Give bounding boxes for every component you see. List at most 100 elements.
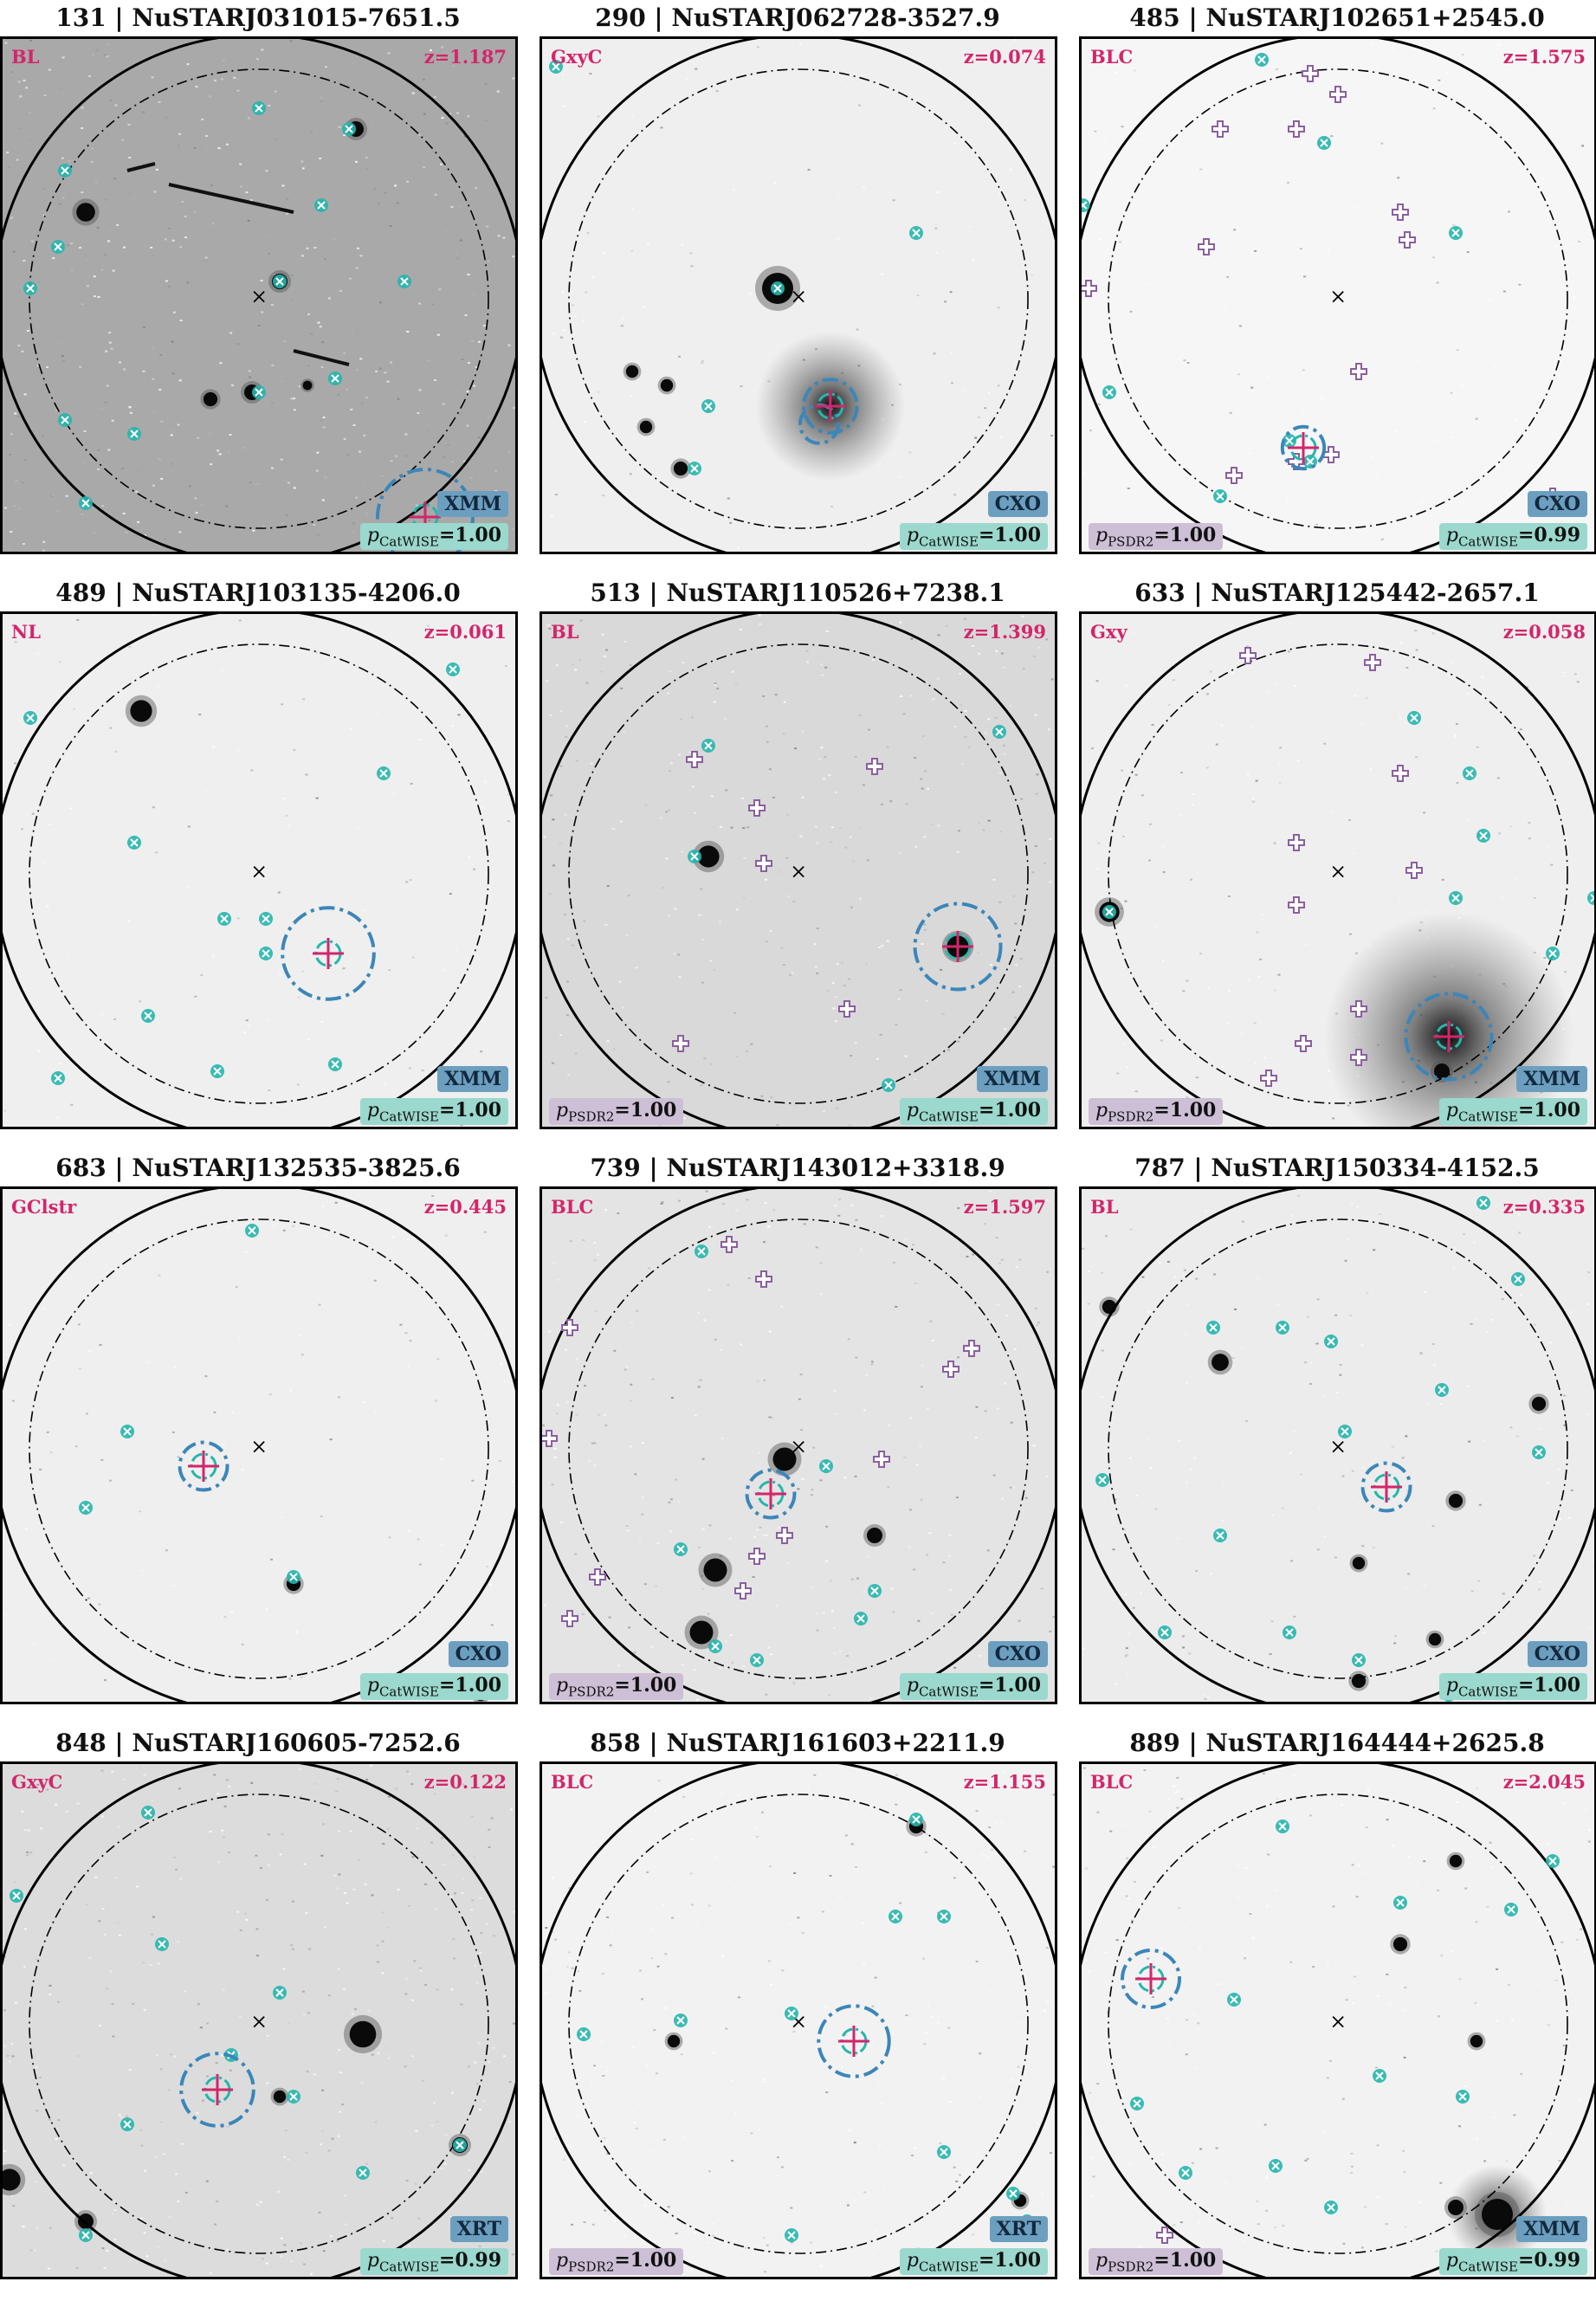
cutout-panel-5: 513 | NuSTARJ110526+7238.1 BL z=1.399 XM…	[540, 575, 1056, 1151]
psdr2-prob-symbol: p	[556, 1675, 568, 1697]
psdr2-prob-value: =1.00	[1153, 1099, 1216, 1121]
catwise-source-icon	[1393, 1896, 1407, 1910]
cutout-panel-7: 683 | NuSTARJ132535-3825.6 GClstr z=0.44…	[0, 1150, 516, 1726]
catwise-prob-symbol: p	[367, 1675, 379, 1697]
sky-image	[1082, 614, 1594, 1127]
catwise-source-icon	[909, 1813, 923, 1826]
catwise-source-icon	[51, 240, 65, 254]
catwise-prob-value: =1.00	[979, 1099, 1041, 1121]
sky-cutout: GxyC z=0.074 CXO pCatWISE=1.00	[540, 36, 1057, 554]
classification-label: Gxy	[1090, 621, 1128, 643]
redshift-label: z=0.058	[1503, 621, 1586, 643]
sky-image	[1082, 1764, 1594, 2277]
sky-cutout: BLC z=1.575 CXO pPSDR2=1.00 pCatWISE=0.9…	[1079, 36, 1596, 554]
catwise-prob-symbol: p	[367, 2250, 379, 2272]
catwise-prob-value: =1.00	[979, 524, 1041, 546]
catwise-source-icon	[1213, 1529, 1227, 1542]
panel-title: 131 | NuSTARJ031015-7651.5	[0, 0, 516, 36]
redshift-label: z=0.335	[1503, 1196, 1586, 1218]
catwise-source-icon	[688, 462, 701, 475]
catwise-source-icon	[1338, 1425, 1352, 1438]
psdr2-prob-symbol: p	[556, 1100, 568, 1121]
catwise-prob-value: =1.00	[439, 1674, 501, 1697]
catwise-source-icon	[674, 1542, 688, 1556]
catwise-source-icon	[1006, 2187, 1020, 2201]
catwise-source-icon	[127, 427, 141, 441]
cutout-panel-11: 858 | NuSTARJ161603+2211.9 BLC z=1.155 X…	[540, 1725, 1056, 2301]
catwise-prob-value: =1.00	[1518, 1099, 1580, 1121]
catwise-prob-sub: CatWISE	[919, 1684, 979, 1699]
panel-title: 485 | NuSTARJ102651+2545.0	[1079, 0, 1595, 36]
instrument-badge: XMM	[437, 491, 508, 517]
catwise-source-icon	[785, 2228, 798, 2242]
catwise-source-icon	[259, 912, 273, 926]
instrument-badge: CXO	[1528, 1641, 1587, 1667]
catwise-source-icon	[1227, 1993, 1241, 2007]
catwise-source-icon	[58, 413, 72, 427]
cutout-panel-2: 290 | NuSTARJ062728-3527.9 GxyC z=0.074 …	[540, 0, 1056, 576]
psdr2-prob-value: =1.00	[614, 2249, 676, 2272]
classification-label: BL	[551, 621, 579, 643]
sky-cutout: GxyC z=0.122 XRT pCatWISE=0.99	[0, 1761, 518, 2279]
catwise-prob-symbol: p	[907, 2250, 919, 2272]
catwise-prob-value: =1.00	[979, 2249, 1041, 2272]
catwise-source-icon	[992, 725, 1006, 739]
catwise-source-icon	[1179, 2166, 1192, 2180]
catwise-prob-sub: CatWISE	[379, 2259, 439, 2274]
psdr2-probability: pPSDR2=1.00	[549, 2248, 683, 2275]
catwise-source-icon	[1324, 2201, 1338, 2214]
catwise-source-icon	[356, 2166, 370, 2180]
catwise-prob-value: =1.00	[1518, 1674, 1580, 1697]
catwise-source-icon	[701, 739, 715, 753]
sky-image	[3, 1764, 515, 2277]
catwise-source-icon	[314, 198, 328, 212]
cutout-panel-10: 848 | NuSTARJ160605-7252.6 GxyC z=0.122 …	[0, 1725, 516, 2301]
sky-image	[542, 39, 1055, 552]
catwise-source-icon	[328, 372, 342, 385]
catwise-probability: pCatWISE=0.99	[1439, 523, 1587, 550]
instrument-badge: XRT	[450, 2216, 508, 2242]
catwise-probability: pCatWISE=1.00	[360, 1098, 508, 1125]
instrument-badge: XMM	[437, 1066, 508, 1092]
catwise-source-icon	[51, 1071, 65, 1085]
sky-cutout: Gxy z=0.058 XMM pPSDR2=1.00 pCatWISE=1.0…	[1079, 611, 1596, 1129]
catwise-source-icon	[1095, 1473, 1109, 1487]
catwise-source-icon	[577, 2027, 591, 2041]
cutout-panel-12: 889 | NuSTARJ164444+2625.8 BLC z=2.045 X…	[1079, 1725, 1595, 2301]
catwise-source-icon	[1130, 2097, 1144, 2110]
catwise-source-icon	[819, 1459, 833, 1473]
catwise-source-icon	[120, 2117, 134, 2131]
redshift-label: z=0.061	[424, 621, 507, 643]
instrument-badge: XMM	[1516, 2216, 1587, 2242]
redshift-label: z=1.155	[964, 1771, 1046, 1793]
sky-cutout: BLC z=2.045 XMM pPSDR2=1.00 pCatWISE=0.9…	[1079, 1761, 1596, 2279]
psdr2-prob-sub: PSDR2	[1108, 533, 1153, 549]
sky-image	[3, 1189, 515, 1702]
psdr2-prob-value: =1.00	[1153, 524, 1216, 546]
catwise-prob-symbol: p	[1446, 525, 1458, 546]
catwise-source-icon	[10, 1889, 23, 1903]
catwise-probability: pCatWISE=1.00	[360, 1673, 508, 1700]
catwise-probability: pCatWISE=1.00	[900, 2248, 1048, 2275]
catwise-prob-symbol: p	[1446, 1675, 1458, 1697]
psdr2-probability: pPSDR2=1.00	[549, 1098, 683, 1125]
sky-image	[3, 614, 515, 1127]
cutout-panel-8: 739 | NuSTARJ143012+3318.9 BLC z=1.597 C…	[540, 1150, 1056, 1726]
redshift-label: z=0.074	[964, 46, 1046, 68]
catwise-source-icon	[79, 1501, 93, 1515]
catwise-source-icon	[79, 496, 93, 510]
catwise-source-icon	[342, 122, 356, 136]
psdr2-prob-symbol: p	[556, 2250, 568, 2272]
catwise-probability: pCatWISE=1.00	[360, 523, 508, 550]
catwise-prob-symbol: p	[367, 525, 379, 546]
catwise-prob-sub: CatWISE	[379, 1684, 439, 1699]
catwise-source-icon	[1283, 1626, 1296, 1639]
catwise-source-icon	[1476, 829, 1490, 843]
catwise-source-icon	[1532, 1445, 1546, 1459]
catwise-source-icon	[1158, 1626, 1172, 1639]
catwise-prob-value: =0.99	[1518, 524, 1580, 546]
cutout-panel-9: 787 | NuSTARJ150334-4152.5 BL z=0.335 CX…	[1079, 1150, 1595, 1726]
cutout-panel-4: 489 | NuSTARJ103135-4206.0 NL z=0.061 XM…	[0, 575, 516, 1151]
catwise-source-icon	[909, 226, 923, 240]
catwise-source-icon	[1435, 1383, 1449, 1397]
